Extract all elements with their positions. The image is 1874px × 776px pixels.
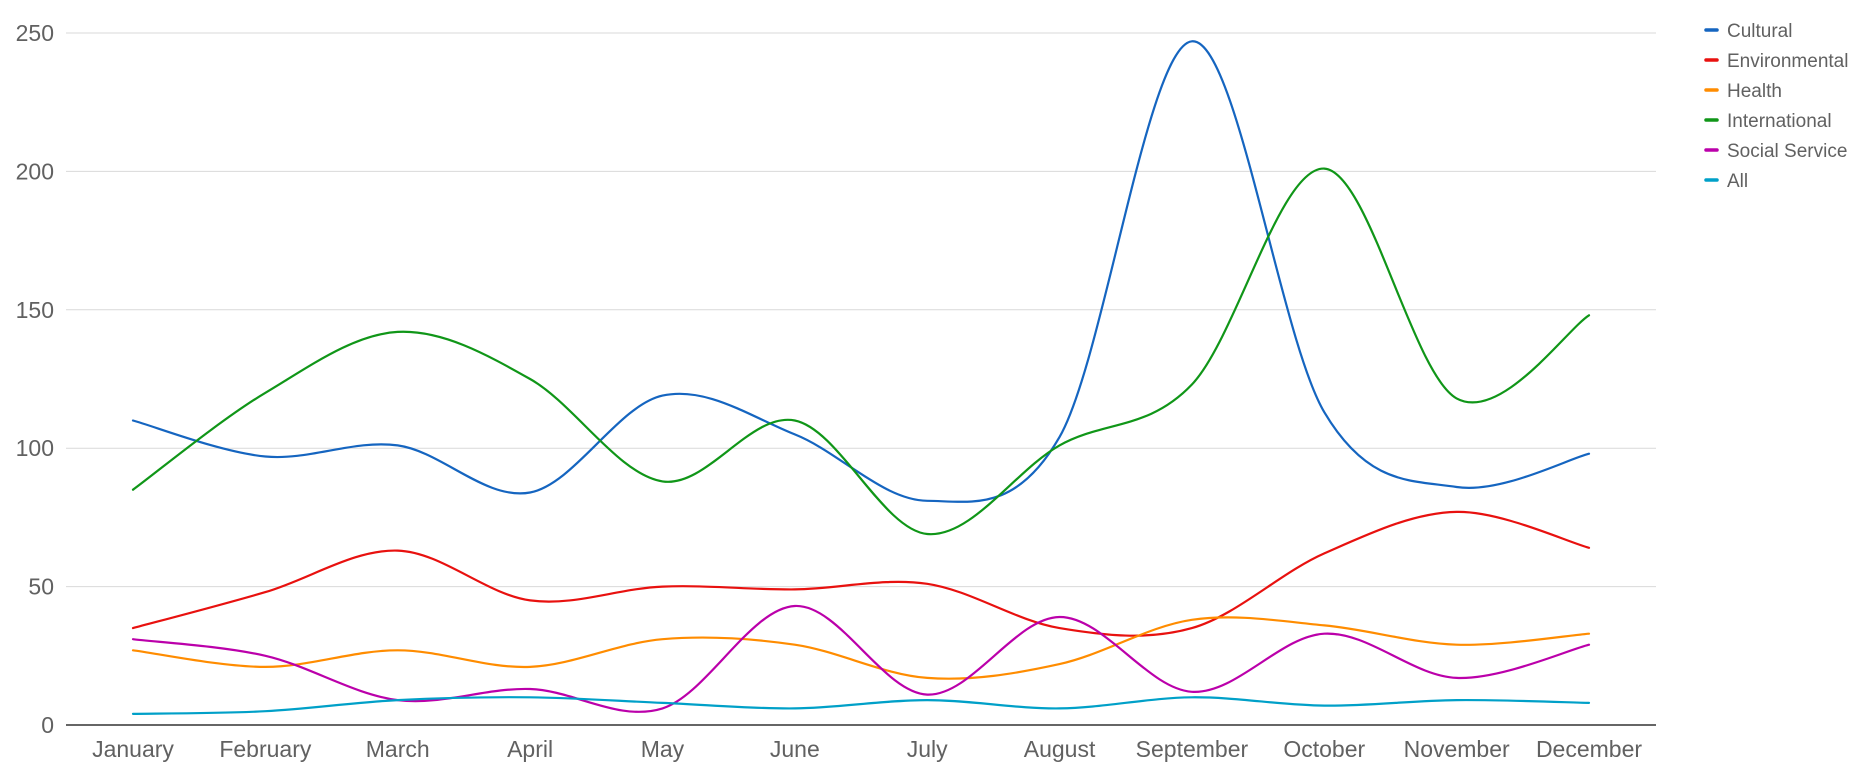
legend-label: Social Service [1727, 141, 1847, 162]
y-axis-ticks: 0 50 100 150 200 250 [16, 20, 54, 738]
legend-item-all[interactable]: All [1704, 171, 1748, 192]
legend-item-environmental[interactable]: Environmental [1704, 51, 1848, 72]
x-tick-label: June [770, 736, 820, 762]
grid-lines [66, 32, 1656, 726]
legend-item-health[interactable]: Health [1704, 81, 1782, 102]
x-axis-ticks: January February March April May June July Augu… [92, 736, 1642, 762]
x-tick-label: January [92, 736, 174, 762]
x-tick-label: December [1536, 736, 1642, 762]
x-tick-label: September [1136, 736, 1249, 762]
series-line-social-service [131, 604, 1591, 713]
y-tick-label: 0 [41, 712, 54, 738]
legend-label: Health [1727, 81, 1782, 102]
series-lines [131, 40, 1591, 715]
x-tick-label: November [1404, 736, 1510, 762]
series-line-health [131, 616, 1591, 680]
x-tick-label: October [1283, 736, 1365, 762]
legend-item-cultural[interactable]: Cultural [1704, 21, 1792, 42]
y-tick-label: 100 [16, 435, 54, 461]
series-line-environmental [131, 510, 1591, 637]
x-tick-label: August [1024, 736, 1096, 762]
legend[interactable]: Cultural Environmental Health International… [1704, 21, 1848, 192]
legend-label: International [1727, 111, 1832, 132]
y-tick-label: 150 [16, 297, 54, 323]
legend-item-international[interactable]: International [1704, 111, 1832, 132]
legend-label: All [1727, 171, 1748, 192]
x-tick-label: February [219, 736, 312, 762]
legend-label: Cultural [1727, 21, 1792, 42]
x-tick-label: April [507, 736, 553, 762]
legend-item-social-service[interactable]: Social Service [1704, 141, 1847, 162]
legend-label: Environmental [1727, 51, 1848, 72]
y-tick-label: 200 [16, 158, 54, 184]
y-tick-label: 50 [28, 574, 54, 600]
x-tick-label: March [366, 736, 430, 762]
series-line-cultural [131, 40, 1591, 503]
y-tick-label: 250 [16, 20, 54, 46]
x-tick-label: May [641, 736, 685, 762]
series-line-all [131, 696, 1591, 715]
series-line-international [131, 167, 1591, 536]
x-tick-label: July [907, 736, 948, 762]
